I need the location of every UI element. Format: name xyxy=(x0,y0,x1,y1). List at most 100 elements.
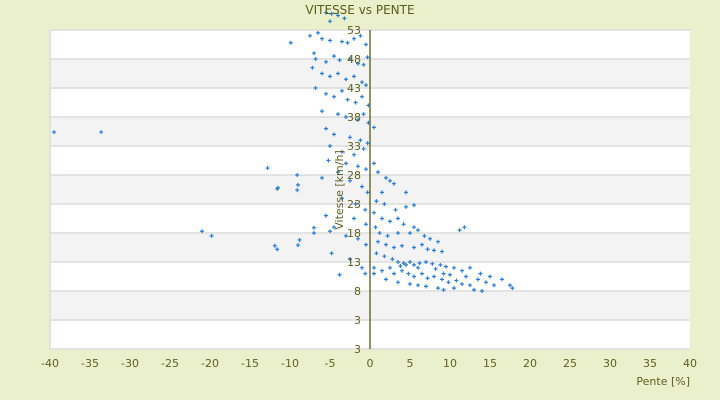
data-point xyxy=(336,13,340,18)
data-point xyxy=(352,216,356,221)
data-point xyxy=(365,190,370,195)
data-point xyxy=(392,271,396,276)
data-point xyxy=(492,283,496,288)
data-point xyxy=(328,229,332,234)
data-point xyxy=(400,268,404,273)
data-point xyxy=(324,91,328,96)
data-point xyxy=(360,80,364,85)
data-point xyxy=(364,42,368,47)
data-point xyxy=(476,277,480,282)
data-point xyxy=(209,233,214,238)
y-tick-label: 8 xyxy=(354,285,361,298)
data-point xyxy=(430,261,435,266)
x-tick-label: 0 xyxy=(367,357,374,370)
data-point xyxy=(337,272,342,277)
x-tick-label: -30 xyxy=(121,357,139,370)
data-point xyxy=(380,216,384,221)
data-point xyxy=(380,190,384,195)
data-point xyxy=(408,231,412,235)
data-point xyxy=(200,229,204,234)
data-point xyxy=(356,61,360,66)
data-point xyxy=(297,237,302,242)
data-point xyxy=(377,231,382,235)
data-point xyxy=(361,62,366,67)
data-point xyxy=(404,262,408,267)
y-tick-label: 23 xyxy=(347,198,361,211)
data-point xyxy=(412,274,416,279)
data-point xyxy=(329,251,334,256)
data-point xyxy=(361,112,366,117)
y-tick-label: 18 xyxy=(347,227,361,240)
data-point xyxy=(340,88,344,93)
y-tick-label: 43 xyxy=(347,82,361,95)
data-point xyxy=(393,207,398,212)
data-point xyxy=(464,274,468,279)
data-point xyxy=(396,216,400,221)
y-tick-label: 48 xyxy=(347,53,361,66)
data-point xyxy=(348,135,352,140)
data-point xyxy=(422,233,427,238)
data-point xyxy=(324,213,328,218)
data-point xyxy=(416,265,420,270)
data-point xyxy=(484,280,488,285)
data-point xyxy=(380,268,384,273)
data-point xyxy=(308,33,312,38)
data-point xyxy=(420,271,424,276)
data-point xyxy=(312,51,316,56)
y-tick-label: 3 xyxy=(354,343,361,356)
data-point xyxy=(480,289,484,293)
data-point xyxy=(265,166,270,171)
x-tick-label: 20 xyxy=(523,357,537,370)
data-point xyxy=(468,283,472,288)
data-point xyxy=(356,117,360,122)
x-tick-label: 25 xyxy=(563,357,577,370)
x-tick-label: 30 xyxy=(603,357,617,370)
data-point xyxy=(488,274,492,279)
data-point xyxy=(356,164,360,169)
data-point xyxy=(440,277,444,282)
data-point xyxy=(324,126,328,131)
data-point xyxy=(364,83,368,88)
y-axis-title: Vitesse [km/h] xyxy=(333,150,346,230)
data-point xyxy=(328,144,332,148)
data-point xyxy=(376,239,380,244)
data-point xyxy=(388,178,392,183)
data-point xyxy=(316,30,320,35)
data-point xyxy=(329,11,334,16)
data-point xyxy=(295,173,300,177)
data-point xyxy=(360,265,364,270)
x-tick-label: -15 xyxy=(241,357,259,370)
data-point xyxy=(382,202,387,206)
data-point xyxy=(352,152,356,157)
data-point xyxy=(372,265,376,270)
data-point xyxy=(320,109,324,114)
data-point xyxy=(382,254,387,259)
data-point xyxy=(384,277,388,282)
data-point xyxy=(364,222,368,227)
data-point xyxy=(404,204,408,209)
data-point xyxy=(398,264,403,269)
data-point xyxy=(396,280,400,285)
data-point xyxy=(326,158,331,163)
y-tick-label: 38 xyxy=(347,111,361,124)
data-point xyxy=(412,245,416,250)
data-point xyxy=(352,36,356,41)
data-point xyxy=(510,286,515,291)
data-point xyxy=(320,175,324,180)
x-tick-label: 15 xyxy=(483,357,497,370)
x-tick-label: -10 xyxy=(281,357,299,370)
data-point xyxy=(324,59,328,64)
data-point xyxy=(336,112,340,117)
data-point xyxy=(276,185,280,190)
data-point xyxy=(401,222,406,227)
data-point xyxy=(448,272,452,277)
data-point xyxy=(372,210,376,215)
data-point xyxy=(438,262,443,267)
data-point xyxy=(432,248,436,253)
data-point xyxy=(424,284,428,289)
data-point xyxy=(388,219,392,224)
data-point xyxy=(472,287,476,292)
data-point xyxy=(345,97,350,102)
